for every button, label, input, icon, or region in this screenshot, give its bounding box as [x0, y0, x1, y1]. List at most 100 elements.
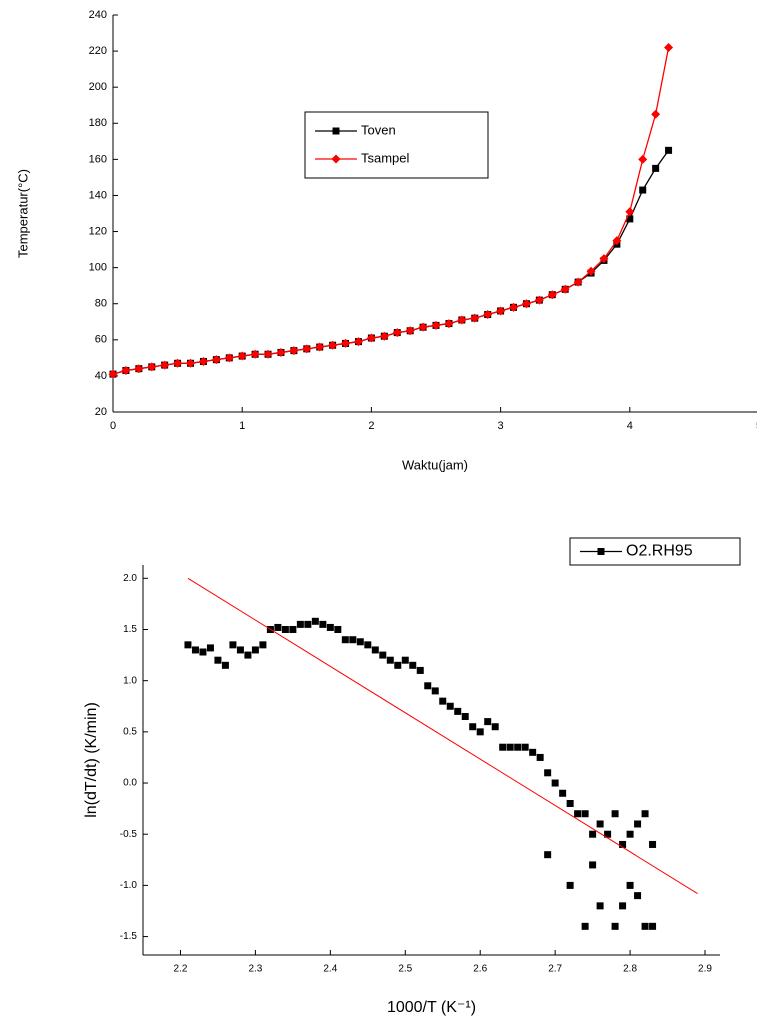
data-point [392, 328, 402, 338]
data-point [639, 186, 647, 194]
data-point [147, 362, 157, 372]
y-axis-label: ln(dT/dt) (K/min) [83, 702, 100, 818]
data-point [394, 661, 402, 669]
data-point [476, 728, 484, 736]
legend-label: Tsampel [361, 150, 410, 165]
data-point [566, 800, 574, 808]
y-tick-label: 40 [95, 370, 107, 382]
y-tick-label: 220 [89, 45, 107, 57]
data-point [405, 326, 415, 336]
data-point [560, 284, 570, 294]
data-point [506, 743, 514, 751]
data-point [566, 881, 574, 889]
data-point [652, 164, 660, 172]
data-point [304, 620, 312, 628]
data-point [574, 810, 582, 818]
data-point [581, 922, 589, 930]
data-point [446, 702, 454, 710]
data-point [638, 154, 648, 164]
data-point [665, 146, 673, 154]
data-point [491, 723, 499, 731]
legend-marker [597, 548, 605, 555]
data-point [439, 697, 447, 705]
data-point [599, 254, 609, 264]
data-point [237, 351, 247, 361]
x-tick-label: 0 [110, 420, 116, 432]
data-point [211, 355, 221, 365]
y-tick-label: 180 [89, 117, 107, 129]
data-point [302, 344, 312, 354]
data-point [454, 707, 462, 715]
data-point [589, 861, 597, 869]
data-point [349, 636, 357, 644]
data-point [604, 830, 612, 838]
data-point [341, 636, 349, 644]
data-point [186, 358, 196, 368]
x-tick-label: 2.2 [174, 964, 188, 975]
data-point [626, 215, 634, 223]
data-point [386, 656, 394, 664]
y-tick-label: 140 [89, 189, 107, 201]
data-point [274, 623, 282, 631]
data-point [664, 42, 674, 52]
data-point [484, 718, 492, 726]
data-point [341, 338, 351, 348]
data-point [328, 340, 338, 350]
x-tick-label: 2.7 [548, 964, 562, 975]
y-tick-label: 240 [89, 9, 107, 21]
x-axis-label: 1000/T (K⁻¹) [387, 999, 476, 1016]
data-point [379, 331, 389, 341]
data-point [229, 641, 237, 649]
data-point [173, 358, 183, 368]
y-tick-label: 80 [95, 298, 107, 310]
x-tick-label: 3 [498, 420, 504, 432]
series-line [112, 149, 670, 375]
data-point [521, 299, 531, 309]
y-tick-label: -0.5 [120, 829, 138, 840]
data-point [431, 687, 439, 695]
data-point [424, 682, 432, 690]
data-point [589, 830, 597, 838]
data-point [214, 656, 222, 664]
data-point [649, 840, 657, 848]
legend-box [304, 111, 489, 179]
data-point [221, 661, 229, 669]
data-point [121, 365, 131, 375]
data-point [544, 769, 552, 777]
data-point [499, 743, 507, 751]
data-point [250, 349, 260, 359]
data-point [276, 347, 286, 357]
data-point [651, 109, 661, 119]
data-point [409, 661, 417, 669]
data-point [470, 313, 480, 323]
data-point [401, 656, 409, 664]
x-tick-label: 4 [627, 420, 633, 432]
data-point [626, 881, 634, 889]
data-point [536, 753, 544, 761]
data-point [296, 620, 304, 628]
data-point [160, 360, 170, 370]
data-point [371, 646, 379, 654]
data-point [649, 922, 657, 930]
data-point [534, 295, 544, 305]
data-point [199, 648, 207, 656]
data-point [356, 638, 364, 646]
data-point [416, 666, 424, 674]
data-point [586, 266, 596, 276]
data-point [191, 646, 199, 654]
y-tick-label: 1.0 [123, 675, 137, 686]
y-axis-label: Temperatur(°C) [15, 169, 30, 258]
y-tick-label: 100 [89, 262, 107, 274]
data-point [134, 364, 144, 374]
data-point [184, 641, 192, 649]
data-point [626, 830, 634, 838]
data-point [457, 315, 467, 325]
data-point [198, 356, 208, 366]
x-tick-label: 2.6 [473, 964, 487, 975]
data-point [641, 810, 649, 818]
data-point [611, 810, 619, 818]
data-point [496, 306, 506, 316]
data-point [289, 625, 297, 633]
data-point [619, 902, 627, 910]
data-point [379, 651, 387, 659]
